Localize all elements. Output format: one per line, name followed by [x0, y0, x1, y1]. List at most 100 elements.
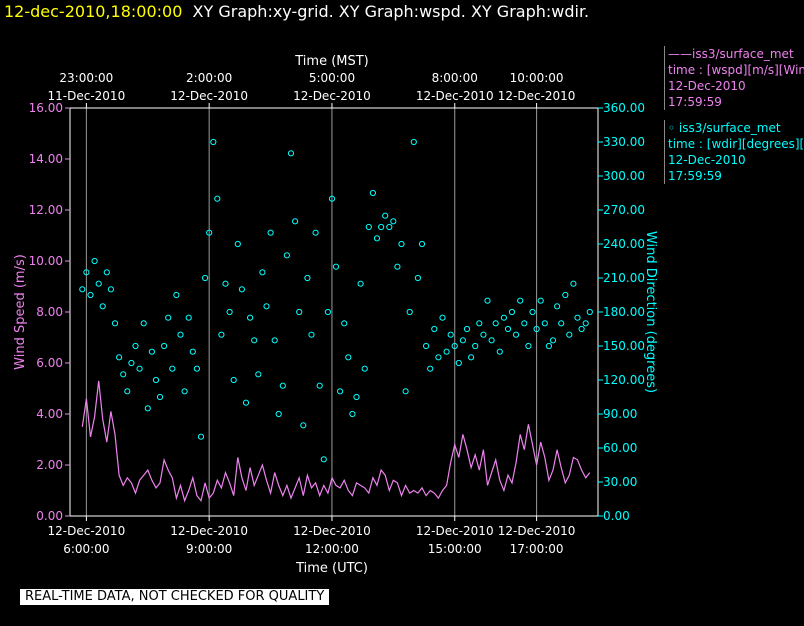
bottom-tick-time-4: 17:00:00	[510, 542, 564, 556]
wdir-point-3	[91, 257, 98, 265]
wdir-point-24	[177, 331, 184, 338]
title-graphs: XY Graph:xy-grid. XY Graph:wspd. XY Grap…	[192, 2, 590, 21]
wdir-point-65	[345, 354, 352, 361]
wdir-point-61	[328, 195, 336, 202]
left-tick-label-1: 2.00	[36, 458, 63, 472]
wdir-point-124	[586, 308, 593, 316]
wdir-point-123	[582, 320, 589, 327]
wdir-point-44	[259, 269, 266, 276]
quality-warning: REAL-TIME DATA, NOT CHECKED FOR QUALITY	[20, 589, 330, 605]
top-tick-time-3: 8:00:00	[432, 71, 478, 85]
wdir-point-95	[468, 354, 475, 361]
wdir-point-11	[124, 388, 131, 395]
wdir-point-19	[156, 393, 164, 401]
left-tick-label-6: 12.00	[29, 203, 63, 217]
wdir-point-56	[308, 331, 315, 338]
wdir-point-122	[578, 325, 585, 333]
right-tick-label-4: 120.00	[603, 373, 645, 387]
wspd-series-line	[81, 380, 591, 503]
wdir-point-31	[206, 229, 213, 236]
wdir-point-9	[116, 354, 123, 361]
wdir-point-55	[304, 274, 311, 282]
right-tick-label-6: 180.00	[603, 305, 645, 319]
wdir-point-54	[300, 422, 307, 429]
wdir-point-29	[197, 433, 205, 440]
left-tick-label-8: 16.00	[29, 101, 63, 115]
wdir-point-73	[378, 223, 385, 231]
right-tick-label-1: 30.00	[603, 475, 637, 489]
wdir-point-107	[517, 297, 524, 304]
wdir-point-106	[513, 331, 520, 338]
wdir-point-99	[484, 297, 491, 304]
wdir-point-42	[251, 337, 258, 344]
wdir-point-13	[132, 342, 139, 350]
wdir-point-37	[230, 376, 237, 384]
wdir-point-33	[214, 195, 221, 202]
wdir-point-39	[238, 286, 245, 293]
right-tick-label-10: 300.00	[603, 169, 645, 183]
wdir-point-6	[103, 269, 110, 276]
wdir-point-41	[247, 314, 254, 321]
right-tick-label-0: 0.00	[603, 509, 630, 523]
wdir-point-40	[242, 399, 250, 406]
top-tick-date-2: 12-Dec-2010	[293, 89, 371, 103]
wdir-point-84	[423, 342, 430, 350]
left-y-axis-label: Wind Speed (m/s)	[13, 254, 28, 370]
wdir-point-63	[337, 388, 344, 395]
wdir-point-115	[549, 337, 557, 344]
wdir-point-113	[541, 320, 548, 327]
wdir-point-72	[373, 235, 381, 242]
wdir-point-93	[459, 337, 466, 344]
wdir-point-58	[316, 382, 323, 389]
legend-wspd-line1: ——iss3/surface_met	[668, 47, 794, 61]
wdir-point-36	[226, 308, 233, 316]
wdir-point-114	[545, 342, 553, 350]
top-tick-time-2: 5:00:00	[309, 71, 355, 85]
wdir-point-110	[529, 308, 536, 316]
right-tick-label-8: 240.00	[603, 237, 645, 251]
wdir-point-90	[447, 331, 454, 338]
right-tick-label-9: 270.00	[603, 203, 645, 217]
wdir-point-28	[193, 365, 200, 372]
left-tick-label-3: 6.00	[36, 356, 63, 370]
legend-wspd-line3: 12-Dec-2010	[668, 79, 746, 93]
top-tick-date-4: 12-Dec-2010	[498, 89, 576, 103]
right-tick-label-5: 150.00	[603, 339, 645, 353]
wdir-point-68	[357, 280, 364, 287]
wdir-point-78	[398, 240, 405, 248]
wdir-point-116	[554, 303, 561, 310]
wdir-point-57	[312, 229, 319, 236]
wdir-point-51	[287, 150, 295, 157]
wdir-point-74	[382, 212, 389, 219]
wdir-point-21	[165, 314, 172, 321]
wdir-point-111	[533, 325, 540, 333]
left-tick-label-5: 10.00	[29, 254, 63, 268]
bottom-tick-date-0: 12-Dec-2010	[48, 524, 126, 538]
wdir-point-66	[349, 410, 356, 418]
wdir-point-47	[271, 337, 278, 344]
wdir-point-45	[263, 303, 270, 310]
wdir-point-4	[95, 280, 102, 287]
legend-wdir-line1: ◦ iss3/surface_met	[668, 121, 781, 135]
wdir-point-59	[320, 456, 327, 463]
left-tick-label-4: 8.00	[36, 305, 63, 319]
wdir-point-92	[455, 359, 462, 367]
bottom-tick-date-2: 12-Dec-2010	[293, 524, 371, 538]
top-tick-date-0: 11-Dec-2010	[48, 89, 126, 103]
wdir-point-22	[169, 365, 176, 372]
wdir-point-98	[480, 331, 487, 338]
bottom-x-axis-label: Time (UTC)	[295, 561, 368, 576]
right-tick-label-12: 360.00	[603, 101, 645, 115]
wdir-point-112	[537, 297, 544, 304]
wdir-point-69	[361, 365, 368, 372]
wdir-point-12	[128, 359, 135, 367]
wdir-point-80	[406, 308, 413, 316]
bottom-tick-time-0: 6:00:00	[63, 542, 109, 556]
wdir-point-16	[144, 405, 151, 412]
top-tick-time-0: 23:00:00	[59, 71, 113, 85]
wdir-point-26	[185, 314, 192, 321]
right-tick-label-2: 60.00	[603, 441, 637, 455]
plot-frame	[69, 107, 599, 517]
wdir-point-87	[435, 354, 442, 361]
wdir-point-79	[402, 388, 409, 395]
